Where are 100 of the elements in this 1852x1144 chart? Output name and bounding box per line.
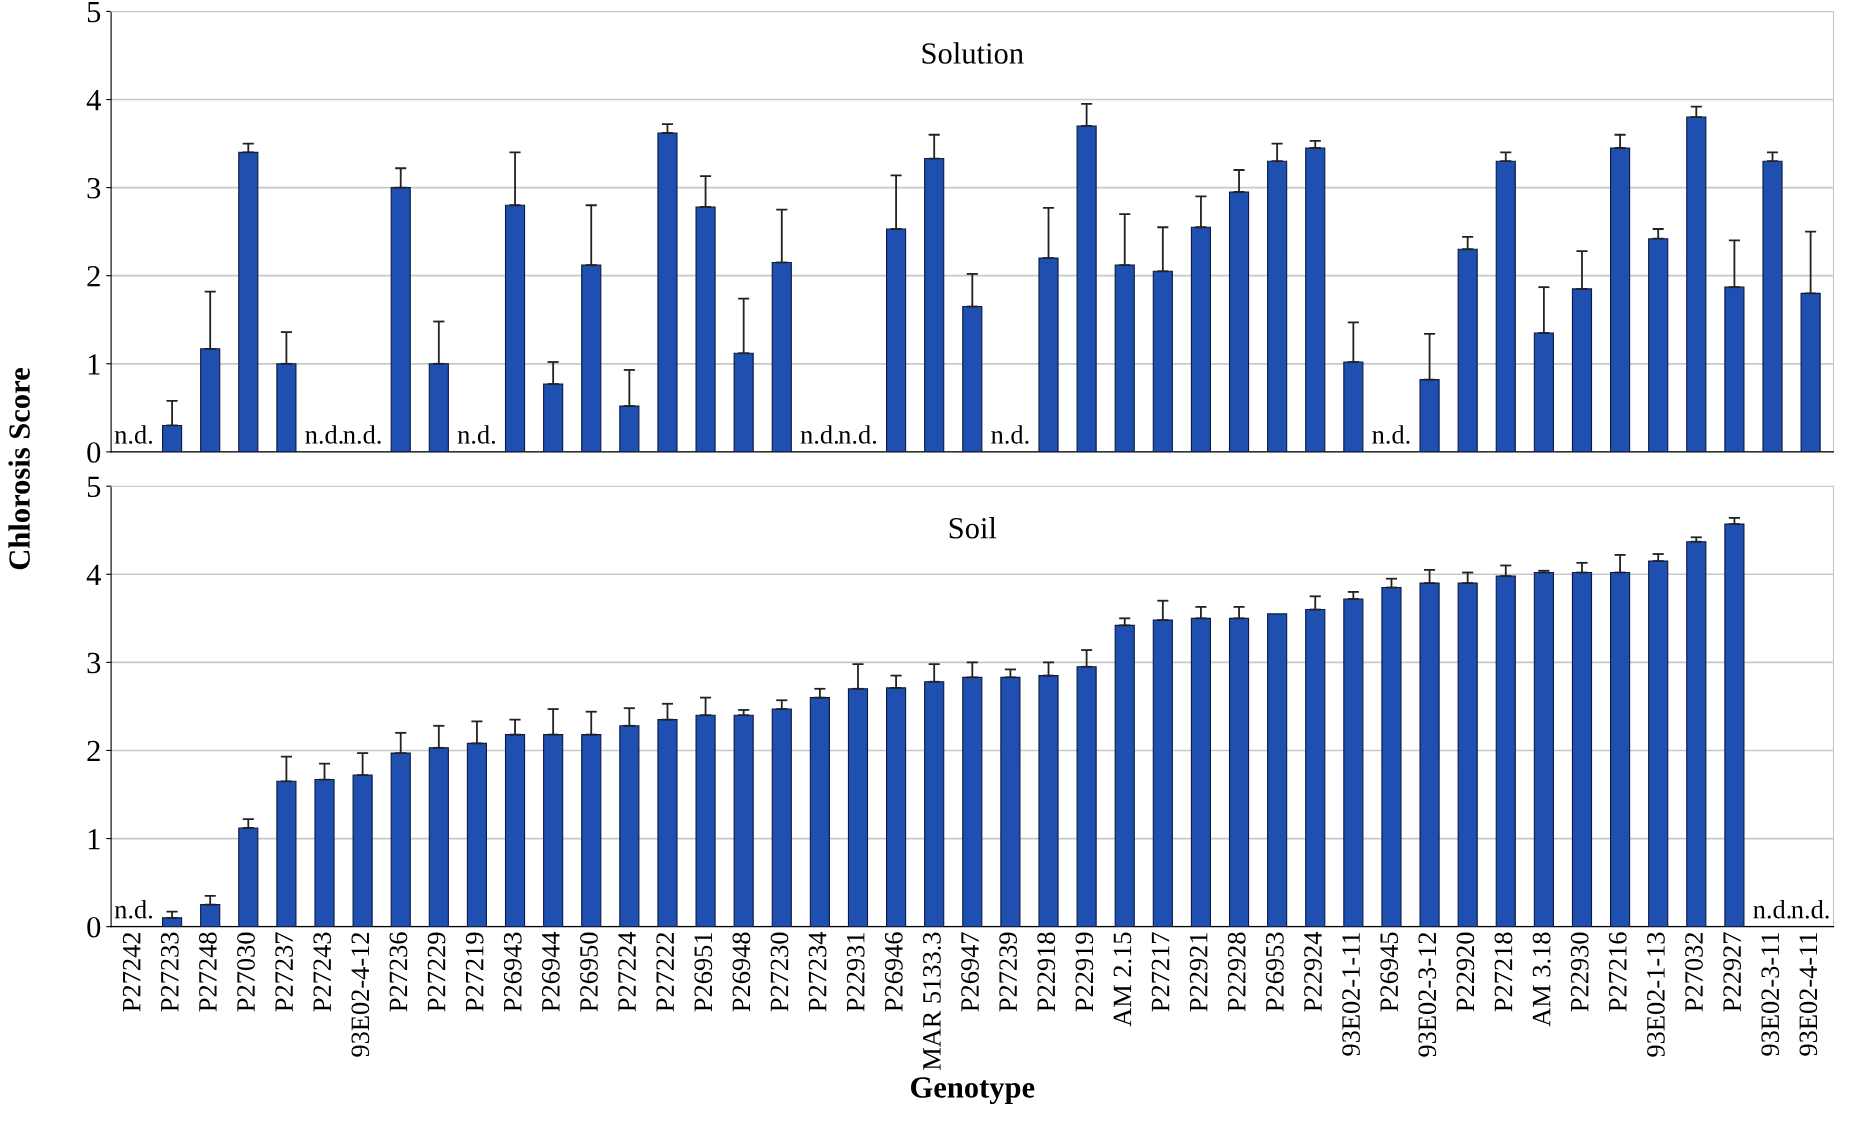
x-tick-label: P27242 <box>122 932 141 1012</box>
x-tick-label: P26948 <box>732 932 751 1012</box>
bar <box>1305 147 1326 452</box>
bar <box>619 725 640 927</box>
y-tick-label: 1 <box>88 828 100 850</box>
bar <box>1267 613 1288 927</box>
y-tick-label: 0 <box>87 916 101 938</box>
bar <box>200 904 221 927</box>
bar <box>1724 523 1745 927</box>
x-tick-label: 93E02-1-13 <box>1646 932 1665 1057</box>
x-tick-label: P27234 <box>808 931 827 1012</box>
bar <box>1000 676 1021 927</box>
bar <box>1686 116 1707 452</box>
x-tick-label: P22918 <box>1037 932 1056 1012</box>
bar <box>1228 191 1250 452</box>
annotation: n.d. <box>343 425 381 444</box>
x-tick-label: P26950 <box>580 932 598 1012</box>
bar <box>200 348 221 452</box>
x-tick-label: P27222 <box>656 932 674 1012</box>
x-tick-label: P27217 <box>1151 932 1170 1012</box>
x-tick-label: P27248 <box>198 932 217 1012</box>
x-tick-label: AM 2.15 <box>1113 932 1132 1027</box>
bar <box>1610 147 1631 452</box>
bar <box>1457 248 1478 452</box>
y-tick-label: 3 <box>87 652 101 674</box>
x-tick-label: P27236 <box>389 932 408 1012</box>
bar <box>1800 292 1821 452</box>
bar <box>314 778 335 927</box>
text: Soil <box>949 517 997 539</box>
x-tick-label: P27237 <box>275 932 294 1012</box>
y-tick-label: 5 <box>87 476 101 498</box>
bar <box>1038 675 1059 927</box>
y-tick-label: 3 <box>87 177 101 199</box>
x-tick-label: P26947 <box>961 932 979 1012</box>
bar <box>1648 238 1669 452</box>
y-tick-label: 4 <box>86 564 101 585</box>
bar <box>695 206 716 452</box>
bar <box>1076 125 1097 452</box>
annotation: n.d. <box>1753 899 1791 919</box>
bar <box>1228 617 1250 927</box>
x-tick-label: P22919 <box>1075 932 1094 1012</box>
x-tick-label: P26951 <box>694 933 713 1012</box>
y-tick-label: 5 <box>87 2 101 23</box>
y-axis-title: Chlorosis Score <box>8 368 30 570</box>
bar <box>657 132 678 452</box>
bar <box>886 228 907 452</box>
bar <box>657 719 678 927</box>
annotation: n.d. <box>1791 899 1829 919</box>
bar <box>504 204 526 452</box>
x-tick-label: 93E02-1-11 <box>1342 933 1360 1056</box>
bar <box>504 734 526 927</box>
bar <box>1419 379 1440 452</box>
bar <box>1610 571 1631 927</box>
bar <box>771 261 792 452</box>
bar <box>924 157 945 452</box>
annotation: n.d. <box>457 425 495 444</box>
x-tick-label: P27219 <box>465 932 484 1012</box>
bar <box>1190 226 1212 452</box>
bar <box>352 774 373 927</box>
bar <box>390 752 411 927</box>
x-tick-label: P27030 <box>237 932 255 1012</box>
annotation: n.d. <box>1372 425 1410 444</box>
bar <box>1343 598 1364 927</box>
bar <box>1152 270 1173 452</box>
bar <box>1571 571 1593 927</box>
x-tick-label: P22924 <box>1304 931 1322 1012</box>
bar <box>581 264 602 452</box>
x-tick-label: P26944 <box>542 931 560 1012</box>
bar <box>771 708 792 927</box>
x-tick-label: P22928 <box>1227 932 1246 1012</box>
bar <box>733 352 754 452</box>
bar <box>1533 571 1554 927</box>
bar <box>1076 666 1097 927</box>
bar <box>1648 560 1669 927</box>
x-tick-label: P27239 <box>999 932 1018 1012</box>
x-tick-label: MAR 5133.3 <box>923 932 941 1071</box>
x-tick-label: AM 3.18 <box>1532 932 1551 1027</box>
annotation: n.d. <box>838 425 877 444</box>
annotation: n.d. <box>114 425 153 444</box>
x-tick-label: P22920 <box>1456 932 1475 1012</box>
bar <box>924 681 945 927</box>
x-tick-label: 93E02-4-12 <box>351 932 370 1057</box>
bar <box>428 747 449 927</box>
annotation: n.d. <box>114 899 153 919</box>
bar <box>1419 582 1440 927</box>
bar <box>1533 332 1554 452</box>
annotation: n.d. <box>305 425 343 444</box>
bar <box>543 734 564 927</box>
bar <box>238 827 259 927</box>
x-tick-label: P22930 <box>1570 932 1589 1012</box>
bar <box>1457 582 1478 927</box>
x-tick-label: P27233 <box>160 932 179 1012</box>
x-tick-label: P22921 <box>1189 933 1208 1012</box>
bar <box>390 187 411 452</box>
bar <box>1343 361 1364 452</box>
x-tick-label: P27229 <box>427 932 446 1012</box>
bar <box>1305 608 1326 927</box>
bar <box>1114 624 1135 927</box>
bar <box>962 305 983 452</box>
bar <box>1114 264 1135 452</box>
